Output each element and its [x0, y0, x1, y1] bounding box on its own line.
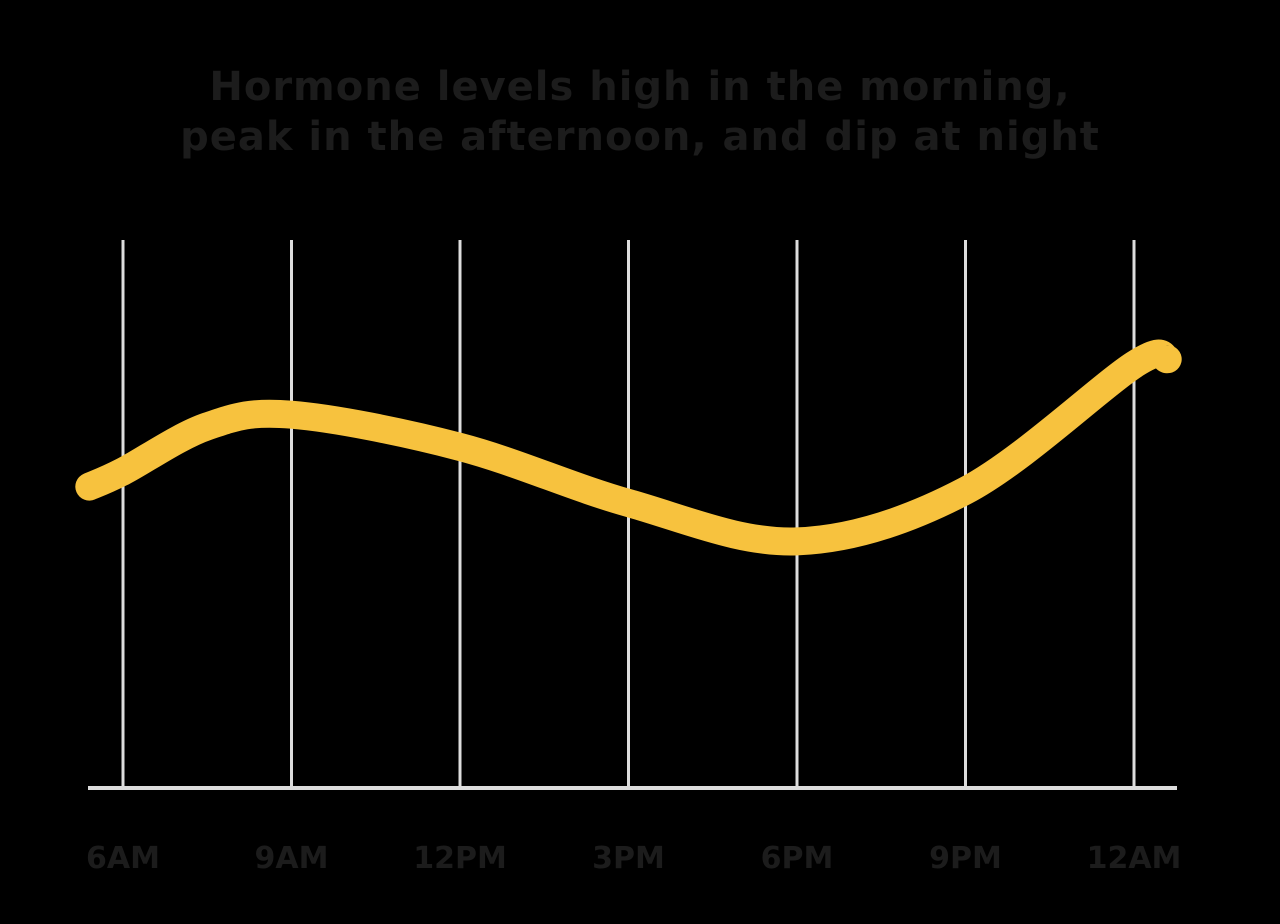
- x-tick-label: 6AM: [86, 841, 160, 876]
- gridlines: [121, 240, 1136, 788]
- x-tick-labels: 6AM 9AM 12PM 3PM 6PM 9PM 12AM: [86, 841, 1181, 876]
- x-tick-label: 9PM: [929, 841, 1002, 876]
- x-tick-label: 6PM: [761, 841, 834, 876]
- hormone-level-line: [75, 339, 1182, 556]
- x-tick-label: 12PM: [413, 841, 507, 876]
- chart-title-line-1: Hormone levels high in the morning,: [209, 64, 1071, 110]
- chart-title-line-2: peak in the afternoon, and dip at night: [180, 114, 1100, 160]
- x-tick-label: 12AM: [1087, 841, 1182, 876]
- x-tick-label: 3PM: [592, 841, 665, 876]
- chart-title: Hormone levels high in the morning, peak…: [0, 62, 1280, 162]
- x-tick-label: 9AM: [255, 841, 329, 876]
- series-layer: [75, 339, 1182, 556]
